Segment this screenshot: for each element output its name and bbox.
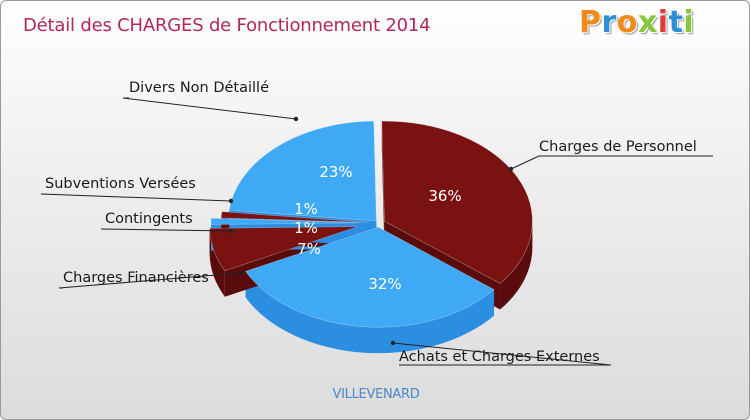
chart-title: Détail des CHARGES de Fonctionnement 201… — [23, 15, 431, 36]
logo-letter: r — [601, 5, 617, 40]
leader-line — [510, 155, 540, 170]
slice-percent-label: 32% — [368, 275, 401, 293]
slice-labels: Charges de Personnel Achats et Charges Ex… — [40, 80, 713, 366]
leader-line — [40, 193, 232, 202]
slice-category-label: Charges Financières — [63, 270, 209, 286]
slice-percent-label: 1% — [294, 219, 318, 237]
proxiti-logo[interactable]: Proxiti — [579, 5, 694, 40]
leader-line — [58, 272, 242, 289]
logo-letter: i — [683, 5, 695, 40]
slice-category-label: Charges de Personnel — [539, 139, 697, 155]
leader-arrow — [508, 166, 514, 172]
pie-slice[interactable] — [210, 217, 360, 225]
logo-letter: o — [616, 5, 638, 40]
leader-arrow — [228, 228, 234, 234]
pie-slice[interactable] — [381, 120, 533, 284]
leader-line — [392, 342, 612, 366]
slice-percent-label: 7% — [297, 240, 321, 258]
leader-arrow — [228, 198, 234, 204]
slice-percent-label: 36% — [428, 187, 461, 205]
pie-slice[interactable] — [209, 226, 358, 272]
leader-line — [122, 97, 297, 120]
slice-category-label: Achats et Charges Externes — [399, 349, 600, 365]
leader-arrow — [390, 340, 396, 346]
pie-slice[interactable] — [228, 120, 377, 222]
logo-letter: P — [579, 5, 602, 40]
slice-wall — [381, 121, 385, 248]
logo-letter: t — [668, 5, 684, 40]
commune-name: VILLEVENARD — [332, 387, 420, 402]
slice-category-label: Contingents — [105, 211, 193, 227]
logo-letter: i — [657, 5, 669, 40]
pie-slice[interactable] — [245, 226, 495, 328]
slice-percent-label: 23% — [319, 163, 352, 181]
leader-arrow — [293, 116, 299, 122]
slice-percent-label: 1% — [294, 200, 318, 218]
leader-line — [100, 228, 232, 232]
slice-category-label: Subventions Versées — [45, 176, 196, 192]
slice-side — [245, 271, 495, 354]
logo-letter: x — [637, 5, 658, 40]
pie-tops — [209, 120, 533, 328]
slice-side — [209, 228, 225, 297]
pie-slice[interactable] — [220, 211, 370, 223]
slice-category-label: Divers Non Détaillé — [129, 80, 269, 96]
slice-side — [500, 221, 533, 310]
leader-arrow — [238, 270, 244, 276]
